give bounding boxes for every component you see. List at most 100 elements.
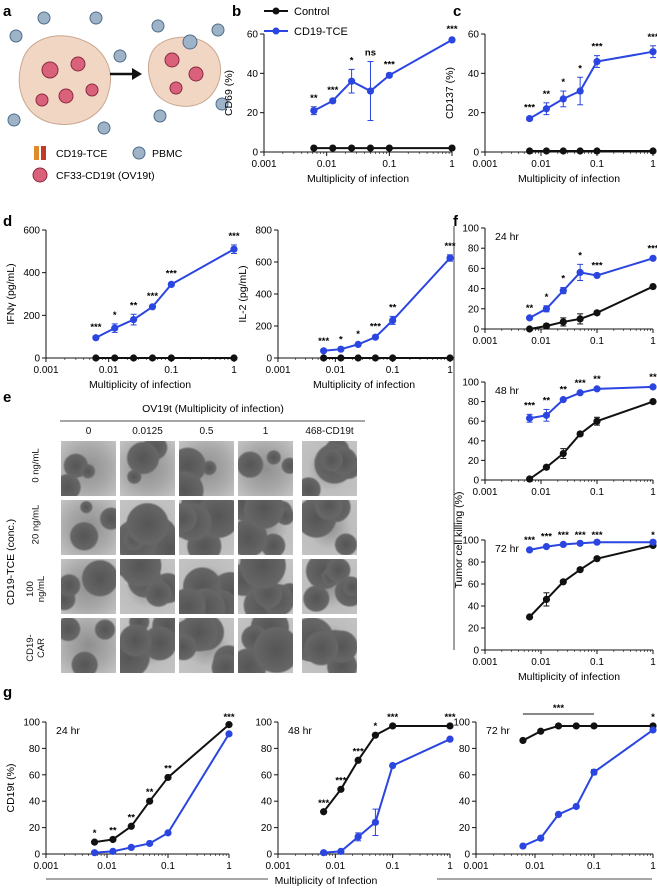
data-point-control	[385, 144, 393, 152]
data-point-control	[111, 354, 119, 362]
y-tick-label: 0	[473, 148, 479, 159]
micrograph-image	[178, 558, 235, 615]
x-tick-label: 0.1	[164, 365, 178, 376]
y-tick-label: 0	[266, 354, 272, 365]
y-tick-label: 40	[247, 69, 259, 80]
y-tick-label: 40	[261, 797, 273, 808]
micrograph-image	[237, 558, 294, 615]
significance-label: ***	[553, 703, 564, 714]
data-point-tce	[572, 802, 580, 811]
legend-label-pbmc: PBMC	[152, 148, 183, 160]
pbmc-icon	[132, 146, 146, 160]
y-tick-label: 600	[23, 226, 40, 237]
data-point-tce	[354, 340, 362, 348]
data-point-tce	[559, 287, 567, 295]
series-line-control	[322, 724, 450, 813]
y-tick-label: 20	[247, 108, 259, 119]
data-point-tce	[329, 97, 337, 105]
data-point-tce	[446, 254, 454, 262]
data-point-tce	[111, 324, 119, 332]
data-point-tce	[593, 57, 601, 66]
data-point-tce	[525, 414, 534, 422]
data-point-control	[371, 354, 380, 362]
data-point-control	[366, 144, 375, 152]
y-axis-label: CD137 (%)	[444, 67, 456, 119]
significance-label: *	[545, 292, 549, 303]
significance-label: **	[560, 385, 568, 396]
data-point-tce	[164, 829, 172, 837]
legend-label-control: Control	[294, 6, 329, 18]
data-point-tce	[130, 316, 138, 324]
x-tick-label: 0.01	[326, 365, 346, 376]
data-point-tce	[230, 245, 238, 253]
micrograph-image	[119, 558, 176, 615]
data-point-tce	[525, 546, 534, 554]
data-point-tce	[525, 314, 534, 322]
significance-label: *	[93, 828, 97, 839]
data-point-tce	[371, 818, 380, 826]
data-point-tce	[542, 305, 551, 313]
micrograph-image	[301, 440, 358, 497]
y-tick-label: 0	[473, 476, 479, 487]
data-point-control	[542, 147, 551, 155]
significance-label: *	[113, 310, 117, 321]
y-tick-label: 20	[261, 823, 273, 834]
data-point-control	[389, 722, 397, 730]
micrograph-image	[178, 617, 235, 674]
significance-label: *	[561, 274, 565, 285]
x-tick-label: 0.001	[251, 159, 276, 170]
micrograph-column-label: 0.0125	[132, 426, 163, 437]
x-tick-label: 0.001	[472, 657, 497, 668]
micrograph-image	[237, 499, 294, 556]
data-point-control	[320, 354, 328, 362]
significance-label: ***	[524, 103, 535, 114]
data-point-control	[146, 797, 154, 805]
data-point-tce	[127, 843, 135, 852]
significance-label: ***	[591, 530, 602, 541]
data-point-control	[593, 309, 601, 317]
data-point-control	[310, 144, 318, 152]
data-point-control	[225, 721, 233, 729]
y-tick-label: 80	[468, 244, 480, 255]
micrograph-image	[178, 499, 235, 556]
chart-d1: 0 200 400 600 0.001 0.01 0.1 1 Multiplicity of i…	[5, 226, 240, 392]
data-point-control	[554, 722, 563, 730]
y-tick-label: 40	[468, 284, 480, 295]
y-tick-label: 40	[29, 797, 41, 808]
data-point-control	[576, 147, 584, 155]
data-point-tce	[537, 834, 545, 842]
data-point-tce	[92, 334, 100, 342]
chart-title: 72 hr	[486, 725, 510, 737]
y-tick-label: 100	[23, 718, 40, 729]
significance-label: *	[578, 250, 582, 261]
data-point-tce	[385, 71, 393, 79]
panel-label-g: g	[3, 684, 12, 701]
significance-label: **	[130, 300, 138, 311]
micrograph-image	[301, 558, 358, 615]
micrograph-row-label: 0 ng/mL	[30, 448, 42, 483]
data-point-tce	[559, 95, 567, 103]
panel-label-a: a	[3, 3, 12, 20]
y-tick-label: 800	[255, 226, 272, 237]
x-tick-label: 0.1	[386, 861, 400, 872]
legend-item-virus: CF33-CD19t (OV19t)	[32, 167, 155, 183]
data-point-control	[109, 835, 117, 844]
x-tick-label: 0.01	[531, 336, 551, 347]
series-legend: Control CD19-TCE	[264, 6, 348, 38]
x-tick-label: 0.001	[265, 861, 290, 872]
significance-label: ***	[335, 775, 346, 786]
y-tick-label: 100	[255, 718, 272, 729]
x-tick-label: 0.1	[590, 487, 604, 498]
chart-title: 24 hr	[495, 231, 519, 243]
g-shared-xlabel: Multiplicity of Infection	[275, 875, 378, 887]
y-tick-label: 0	[266, 850, 272, 861]
significance-label: **	[310, 93, 318, 104]
data-point-tce	[146, 839, 154, 848]
legend-marker-control	[272, 7, 280, 15]
data-point-tce	[542, 411, 551, 419]
data-point-control	[446, 722, 454, 730]
data-point-control	[354, 756, 362, 764]
significance-label: ***	[444, 241, 455, 252]
